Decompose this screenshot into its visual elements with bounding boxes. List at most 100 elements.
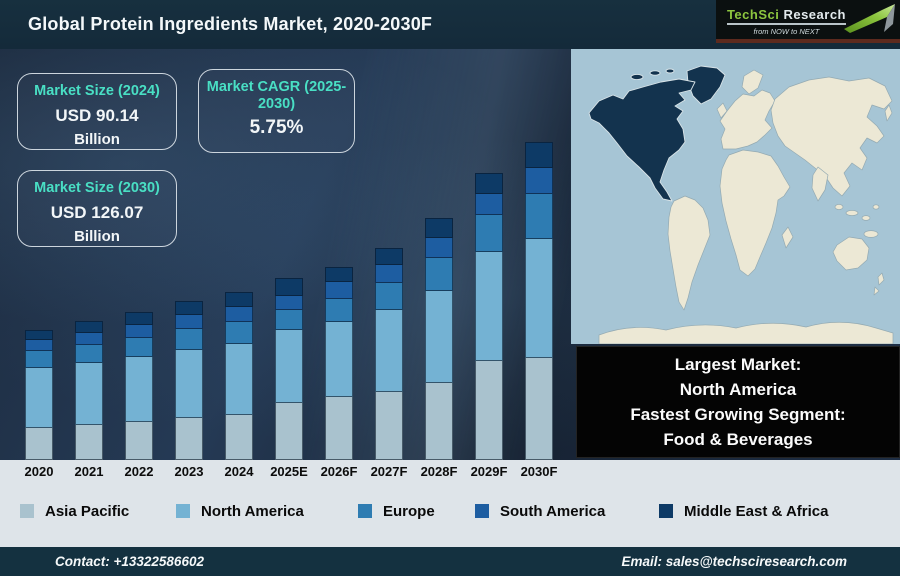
bar-segment-middle-east-africa [175, 301, 203, 315]
bar-segment-europe [75, 345, 103, 363]
legend-swatch [176, 504, 190, 518]
bar-segment-north-america [75, 363, 103, 425]
bar-segment-north-america [325, 322, 353, 397]
bar-segment-south-america [275, 296, 303, 310]
bar-segment-asia-pacific [475, 361, 503, 460]
x-axis-label-2030f: 2030F [520, 464, 558, 479]
footer-bar: Contact: +13322586602 Email: sales@techs… [0, 547, 900, 576]
bar-segment-south-america [425, 238, 453, 258]
x-axis-label-2022: 2022 [124, 464, 154, 479]
bar-segment-asia-pacific [25, 428, 53, 460]
bar-segment-north-america [125, 357, 153, 422]
market-size-2030-box: Market Size (2030) USD 126.07 Billion [17, 170, 177, 247]
bar-segment-europe [25, 351, 53, 368]
bar-segment-middle-east-africa [75, 321, 103, 333]
bar-2030f [525, 142, 553, 460]
market-cagr-box: Market CAGR (2025-2030) 5.75% [198, 69, 355, 153]
highlight-box: Largest Market: North America Fastest Gr… [576, 346, 900, 458]
bar-segment-south-america [225, 307, 253, 322]
bar-segment-south-america [25, 340, 53, 351]
bar-segment-asia-pacific [175, 418, 203, 460]
legend-label: Europe [383, 502, 435, 520]
world-map [571, 49, 900, 345]
bar-2029f [475, 173, 503, 460]
x-axis-label-2029f: 2029F [470, 464, 508, 479]
legend-item-asia-pacific: Asia Pacific [20, 502, 130, 520]
logo-tagline: from NOW to NEXT [753, 27, 820, 36]
logo-arrow-icon [844, 4, 895, 33]
bar-segment-middle-east-africa [225, 292, 253, 307]
bar-segment-asia-pacific [425, 383, 453, 460]
market-size-2024-label: Market Size (2024) [34, 83, 160, 99]
legend-item-north-america: North America [176, 503, 304, 520]
bar-segment-middle-east-africa [425, 218, 453, 238]
legend-label: Middle East & Africa [684, 502, 829, 520]
bar-segment-europe [425, 258, 453, 291]
bar-2021 [75, 321, 103, 460]
fastest-segment-label: Fastest Growing Segment: [630, 405, 846, 424]
bar-2022 [125, 312, 153, 460]
bar-segment-south-america [475, 194, 503, 215]
bar-segment-middle-east-africa [325, 267, 353, 282]
bar-segment-europe [125, 338, 153, 357]
bar-segment-asia-pacific [125, 422, 153, 460]
legend-item-south-america: South America [475, 503, 605, 520]
bar-segment-south-america [325, 282, 353, 299]
x-axis-label-2026f: 2026F [320, 464, 358, 479]
bar-segment-north-america [375, 310, 403, 392]
market-size-2024-unit: Billion [74, 131, 120, 148]
bar-segment-south-america [525, 168, 553, 194]
market-size-2030-unit: Billion [74, 228, 120, 245]
legend-item-middle-east-africa: Middle East & Africa [659, 502, 829, 520]
bar-2028f [425, 218, 453, 460]
bar-segment-europe [325, 299, 353, 322]
logo-wordmark: TechSci Research from NOW to NEXT [726, 7, 846, 36]
bar-2025e [275, 278, 303, 460]
bar-segment-north-america [175, 350, 203, 418]
bar-2026f [325, 267, 353, 460]
x-axis-label-2021: 2021 [74, 464, 104, 479]
market-size-2024-value: USD 90.14 [55, 106, 139, 125]
footer-contact: Contact: +13322586602 [55, 554, 204, 569]
x-axis-label-2025e: 2025E [270, 464, 308, 479]
x-axis-label-2027f: 2027F [370, 464, 408, 479]
bar-segment-europe [225, 322, 253, 344]
techsci-logo: TechSci Research from NOW to NEXT [716, 0, 900, 43]
bar-segment-south-america [125, 325, 153, 338]
bar-segment-north-america [225, 344, 253, 415]
north-america-highlight [588, 65, 726, 202]
bar-segment-asia-pacific [375, 392, 403, 460]
logo-brand-secondary: Research [783, 7, 846, 22]
footer-email: Email: sales@techsciresearch.com [621, 554, 847, 569]
legend-swatch [659, 504, 673, 518]
bar-segment-north-america [275, 330, 303, 403]
bar-segment-north-america [525, 239, 553, 358]
bar-segment-middle-east-africa [525, 142, 553, 168]
bar-segment-europe [175, 329, 203, 350]
bar-segment-europe [525, 194, 553, 239]
bar-segment-south-america [75, 333, 103, 345]
bar-segment-middle-east-africa [475, 173, 503, 194]
bar-segment-middle-east-africa [25, 330, 53, 340]
world-map-panel [571, 49, 900, 345]
bar-segment-north-america [25, 368, 53, 428]
legend-item-europe: Europe [358, 502, 435, 520]
bar-segment-europe [475, 215, 503, 252]
legend-swatch [358, 504, 372, 518]
stacked-bar-chart [0, 49, 571, 460]
market-cagr-value: 5.75% [249, 117, 304, 138]
market-size-2024-box: Market Size (2024) USD 90.14 Billion [17, 73, 177, 150]
legend-label: Asia Pacific [45, 502, 130, 520]
bar-segment-asia-pacific [325, 397, 353, 460]
legend-swatch [475, 504, 489, 518]
largest-market-label: Largest Market: [674, 355, 802, 374]
legend-swatch [20, 504, 34, 518]
bar-segment-asia-pacific [275, 403, 303, 460]
bar-segment-europe [275, 310, 303, 330]
axis-legend-strip: 2020 2021 2022 2023 2024 2025E 2026F 2027F 2028F… [0, 460, 900, 547]
bar-segment-asia-pacific [75, 425, 103, 460]
x-axis-label-2024: 2024 [224, 464, 254, 479]
logo-brand-primary: TechSci [726, 7, 780, 22]
largest-market-value: North America [679, 380, 797, 399]
